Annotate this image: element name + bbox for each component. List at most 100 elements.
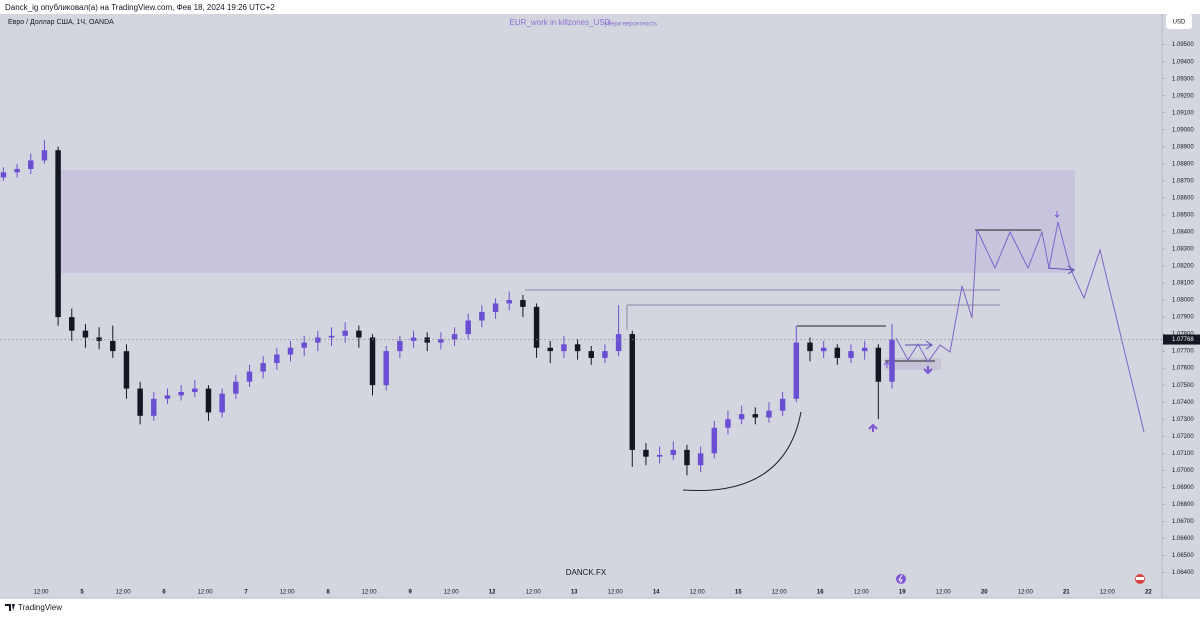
x-tick-label: 12:00 [34, 590, 50, 596]
event-icon-bolt [898, 574, 903, 584]
candle-body [766, 410, 772, 418]
price-axis-bg [1162, 14, 1200, 598]
currency-button[interactable] [1166, 14, 1192, 29]
x-tick-label: 12:00 [1100, 590, 1116, 596]
candle-body [274, 354, 280, 364]
x-tick-label: 6 [162, 590, 166, 596]
candle-body [643, 449, 649, 457]
down-arrow [1054, 211, 1060, 218]
indicator-note: убери вероятность [605, 22, 658, 28]
y-tick-label: 1.07400 [1172, 400, 1194, 406]
x-tick-label: 9 [408, 590, 412, 596]
y-tick-label: 1.08400 [1172, 230, 1194, 236]
candle-body [424, 337, 430, 343]
candle-body [834, 347, 841, 358]
footer-brand: TradingView [18, 603, 62, 612]
candle-body [602, 351, 608, 358]
projection-arrow [905, 265, 1075, 350]
x-tick-label: 8 [326, 590, 330, 596]
candle-body [738, 414, 745, 420]
x-tick-label: 12:00 [690, 590, 706, 596]
candle-body [260, 363, 266, 372]
candle-body [848, 351, 854, 358]
candle-body [889, 339, 895, 382]
candle-body [547, 347, 553, 352]
y-tick-label: 1.08800 [1172, 161, 1194, 167]
candle-body [383, 351, 389, 386]
indicator-name: EUR_work in killzones_USD [510, 18, 611, 27]
candle-body [711, 427, 718, 454]
y-tick-label: 1.08100 [1172, 281, 1194, 287]
x-tick-label: 12:00 [1018, 590, 1034, 596]
y-tick-label: 1.09000 [1172, 127, 1194, 133]
publisher: Danck_ig опубликовал(а) на TradingView.c… [5, 3, 275, 12]
y-tick-label: 1.09200 [1172, 93, 1194, 99]
candle-body [219, 393, 225, 413]
candle-body [492, 303, 499, 312]
y-tick-label: 1.07500 [1172, 383, 1194, 389]
y-tick-label: 1.06600 [1172, 536, 1194, 542]
y-tick-label: 1.06800 [1172, 502, 1194, 508]
candle-body [451, 334, 458, 340]
y-tick-label: 1.08200 [1172, 264, 1194, 270]
candle-body [192, 388, 198, 392]
supply-zone [55, 170, 1075, 273]
footer-logo [5, 604, 15, 611]
candle-body [793, 342, 800, 399]
currency-button-label[interactable]: USD [1173, 20, 1186, 26]
candle-body [82, 330, 89, 338]
candle-body [369, 337, 376, 386]
candle-body [561, 344, 567, 352]
candle-body [670, 449, 677, 455]
candle-body [506, 300, 512, 304]
candle-body [301, 342, 307, 348]
candle-body [779, 398, 786, 411]
candle-body [342, 330, 348, 336]
y-tick-label: 1.06700 [1172, 519, 1194, 525]
down-arrow [923, 366, 933, 375]
candle-body [752, 414, 759, 418]
flag-stripe [1136, 577, 1144, 580]
y-tick-label: 1.07100 [1172, 451, 1194, 457]
y-tick-label: 1.07900 [1172, 315, 1194, 321]
candle-body [520, 300, 526, 307]
candle-body [615, 334, 622, 352]
x-tick-label: 12:00 [936, 590, 952, 596]
y-tick-label: 1.09400 [1172, 59, 1194, 65]
x-tick-label: 19 [899, 590, 906, 596]
candle-body [287, 347, 294, 355]
y-tick-label: 1.07700 [1172, 349, 1194, 355]
candle-body [69, 317, 75, 331]
candle-body [574, 344, 581, 352]
candle-body [151, 398, 157, 416]
candle-body [725, 419, 731, 428]
x-tick-label: 12:00 [362, 590, 378, 596]
candle-body [684, 449, 690, 466]
plot [0, 139, 895, 476]
y-tick-label: 1.09100 [1172, 110, 1194, 116]
x-tick-label: 12:00 [280, 590, 296, 596]
candle-body [533, 306, 540, 348]
candle-body [807, 342, 813, 352]
x-tick-label: 15 [735, 590, 742, 596]
y-tick-label: 1.09500 [1172, 42, 1194, 48]
x-tick-label: 5 [80, 590, 84, 596]
candle-body [410, 337, 417, 341]
candle-body [397, 340, 403, 352]
y-tick-label: 1.07300 [1172, 417, 1194, 423]
x-tick-label: 12:00 [772, 590, 788, 596]
candle-body [820, 347, 827, 352]
candle-body [588, 351, 594, 358]
x-tick-label: 12:00 [198, 590, 214, 596]
candle-body [465, 320, 471, 335]
x-tick-label: 21 [1063, 590, 1070, 596]
candle-body [14, 168, 20, 173]
symbol: Евро / Доллар США, 1Ч, OANDA [8, 19, 114, 26]
candle-body [137, 388, 143, 416]
candle-body [356, 330, 362, 338]
last-price-label: 1.07768 [1172, 337, 1194, 343]
candle-body [28, 160, 34, 169]
y-tick-label: 1.08300 [1172, 247, 1194, 253]
candle-body [861, 347, 868, 352]
event-icon[interactable] [896, 574, 906, 584]
